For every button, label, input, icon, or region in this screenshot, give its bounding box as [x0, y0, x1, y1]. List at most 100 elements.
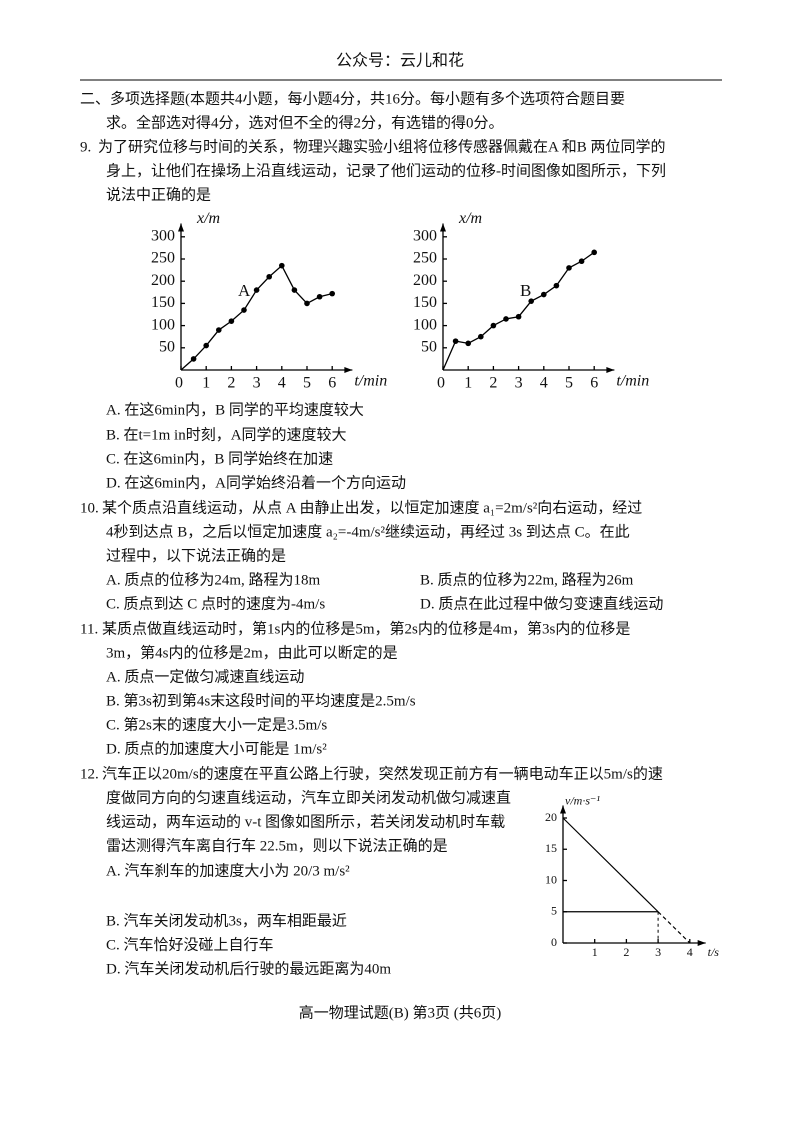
data-point [465, 340, 472, 347]
data-point [228, 318, 235, 324]
x-tick-label: 1 [464, 375, 472, 392]
question-number: 9. [80, 139, 91, 155]
question-number: 10. [80, 500, 99, 516]
data-point [279, 262, 285, 269]
x-axis-label: t/s [708, 945, 720, 959]
question-stem: 说法中正确的是 [106, 186, 211, 203]
y-axis-label: v/m·s⁻¹ [565, 793, 600, 807]
section-text: 求。全部选对得4分，选对但不全的得2分，有选错的得0分。 [106, 113, 504, 131]
x-tick-label: 6 [328, 375, 336, 392]
x-tick-label: 6 [590, 375, 598, 392]
y-tick-label: 0 [551, 935, 557, 949]
x-tick-label: 4 [540, 375, 548, 392]
data-point [291, 287, 298, 293]
data-point [329, 290, 336, 297]
y-tick-label: 50 [159, 338, 175, 355]
x-tick-label: 3 [655, 945, 661, 959]
y-tick-label: 250 [413, 250, 437, 267]
question-stem: 过程中，以下说法正确的是 [106, 547, 286, 564]
option: B. 第3s初到第4s末这段时间的平均速度是2.5m/s [106, 691, 416, 709]
arrow [440, 223, 446, 232]
x-axis-label: t/min [616, 373, 649, 390]
option: A. 质点一定做匀减速直线运动 [106, 668, 304, 685]
data-line [442, 251, 595, 371]
option: C. 第2s末的速度大小一定是3.5m/s [106, 715, 327, 733]
data-line [657, 911, 691, 944]
data-point [591, 249, 597, 256]
y-tick-label: 10 [545, 872, 557, 886]
option: A. 汽车刹车的加速度大小为 20/3 m/s² [106, 862, 350, 879]
data-point [266, 273, 273, 280]
data-point [490, 322, 497, 329]
option: D. 质点的加速度大小可能是 1m/s² [106, 740, 327, 757]
x-tick-label: 1 [202, 375, 210, 392]
data-point [304, 300, 310, 307]
data-line [562, 817, 659, 913]
x-tick-label: 1 [592, 945, 598, 959]
option: B. 质点的位移为22m, 路程为26m [420, 571, 634, 588]
y-tick-label: 50 [421, 338, 437, 355]
option: A. 在这6min内，B 同学的平均速度较大 [106, 400, 364, 418]
x-tick-label: 4 [687, 945, 693, 959]
arrow [697, 940, 706, 946]
question-number: 12. [80, 766, 99, 782]
y-tick-label: 300 [413, 227, 437, 244]
data-point [578, 258, 585, 265]
y-tick-label: 200 [151, 272, 175, 289]
question-stem: 4秒到达点 B，之后以恒定加速度 a₂=-4m/s²继续运动，再经过 3s 到达… [106, 523, 630, 540]
data-point [515, 313, 522, 320]
data-point [216, 327, 222, 333]
footer: 高一物理试题(B) 第3页 (共6页) [299, 1003, 502, 1021]
data-line [180, 264, 333, 371]
option: C. 汽车恰好没碰上自行车 [106, 936, 274, 953]
data-point [316, 293, 323, 300]
y-tick-label: 20 [545, 810, 557, 824]
y-tick-label: 150 [151, 294, 175, 311]
data-point [503, 316, 509, 322]
arrow [344, 367, 353, 373]
option: C. 质点到达 C 点时的速度为-4m/s [106, 595, 325, 612]
x-tick-label: 0 [175, 375, 183, 392]
question-stem: 3m，第4s内的位移是2m，由此可以断定的是 [106, 643, 398, 661]
y-axis-label: x/m [458, 210, 482, 227]
series-label: A [238, 281, 251, 300]
question-stem: 某个质点沿直线运动，从点 A 由静止出发，以恒定加速度 a₁=2m/s²向右运动… [102, 499, 642, 516]
question-stem: 汽车正以20m/s的速度在平直公路上行驶，突然发现正前方有一辆电动车正以5m/s… [102, 765, 663, 782]
data-point [566, 265, 572, 271]
option: B. 汽车关闭发动机3s，两车相距最近 [106, 912, 347, 929]
x-tick-label: 0 [437, 375, 445, 392]
question-stem: 为了研究位移与时间的关系，物理兴趣实验小组将位移传感器佩戴在A 和B 两位同学的 [98, 138, 666, 155]
data-point [241, 307, 247, 313]
data-point [553, 282, 560, 289]
data-point [203, 342, 209, 349]
y-tick-label: 5 [551, 904, 557, 918]
x-tick-label: 3 [253, 375, 261, 392]
series-label: B [520, 281, 531, 300]
x-axis-label: t/min [354, 373, 387, 390]
question-stem: 雷达测得汽车离自行车 22.5m，则以下说法正确的是 [106, 837, 448, 854]
data-point [478, 333, 484, 340]
y-tick-label: 300 [151, 227, 175, 244]
data-point [541, 291, 547, 298]
x-tick-label: 2 [623, 945, 629, 959]
data-point [452, 338, 459, 344]
section-text: 二、多项选择题(本题共4小题，每小题4分，共16分。每小题有多个选项符合题目要 [80, 90, 625, 107]
x-tick-label: 2 [227, 375, 235, 392]
x-tick-label: 3 [515, 375, 523, 392]
question-number: 11. [80, 621, 98, 637]
header-title: 公众号：云儿和花 [336, 52, 464, 70]
data-point [190, 356, 197, 362]
question-stem: 线运动，两车运动的 v-t 图像如图所示，若关闭发动机时车载 [106, 813, 505, 830]
option: A. 质点的位移为24m, 路程为18m [106, 571, 321, 588]
y-axis-label: x/m [196, 210, 220, 227]
x-tick-label: 5 [565, 375, 573, 392]
y-tick-label: 100 [413, 316, 437, 333]
option: B. 在t=1m in时刻，A同学的速度较大 [106, 425, 347, 443]
arrow [560, 805, 566, 814]
question-stem: 身上，让他们在操场上沿直线运动，记录了他们运动的位移-时间图像如图所示，下列 [106, 162, 666, 179]
y-tick-label: 150 [413, 294, 437, 311]
data-point [528, 298, 534, 304]
y-tick-label: 200 [413, 272, 437, 289]
option: D. 在这6min内，A同学始终沿着一个方向运动 [106, 474, 406, 491]
